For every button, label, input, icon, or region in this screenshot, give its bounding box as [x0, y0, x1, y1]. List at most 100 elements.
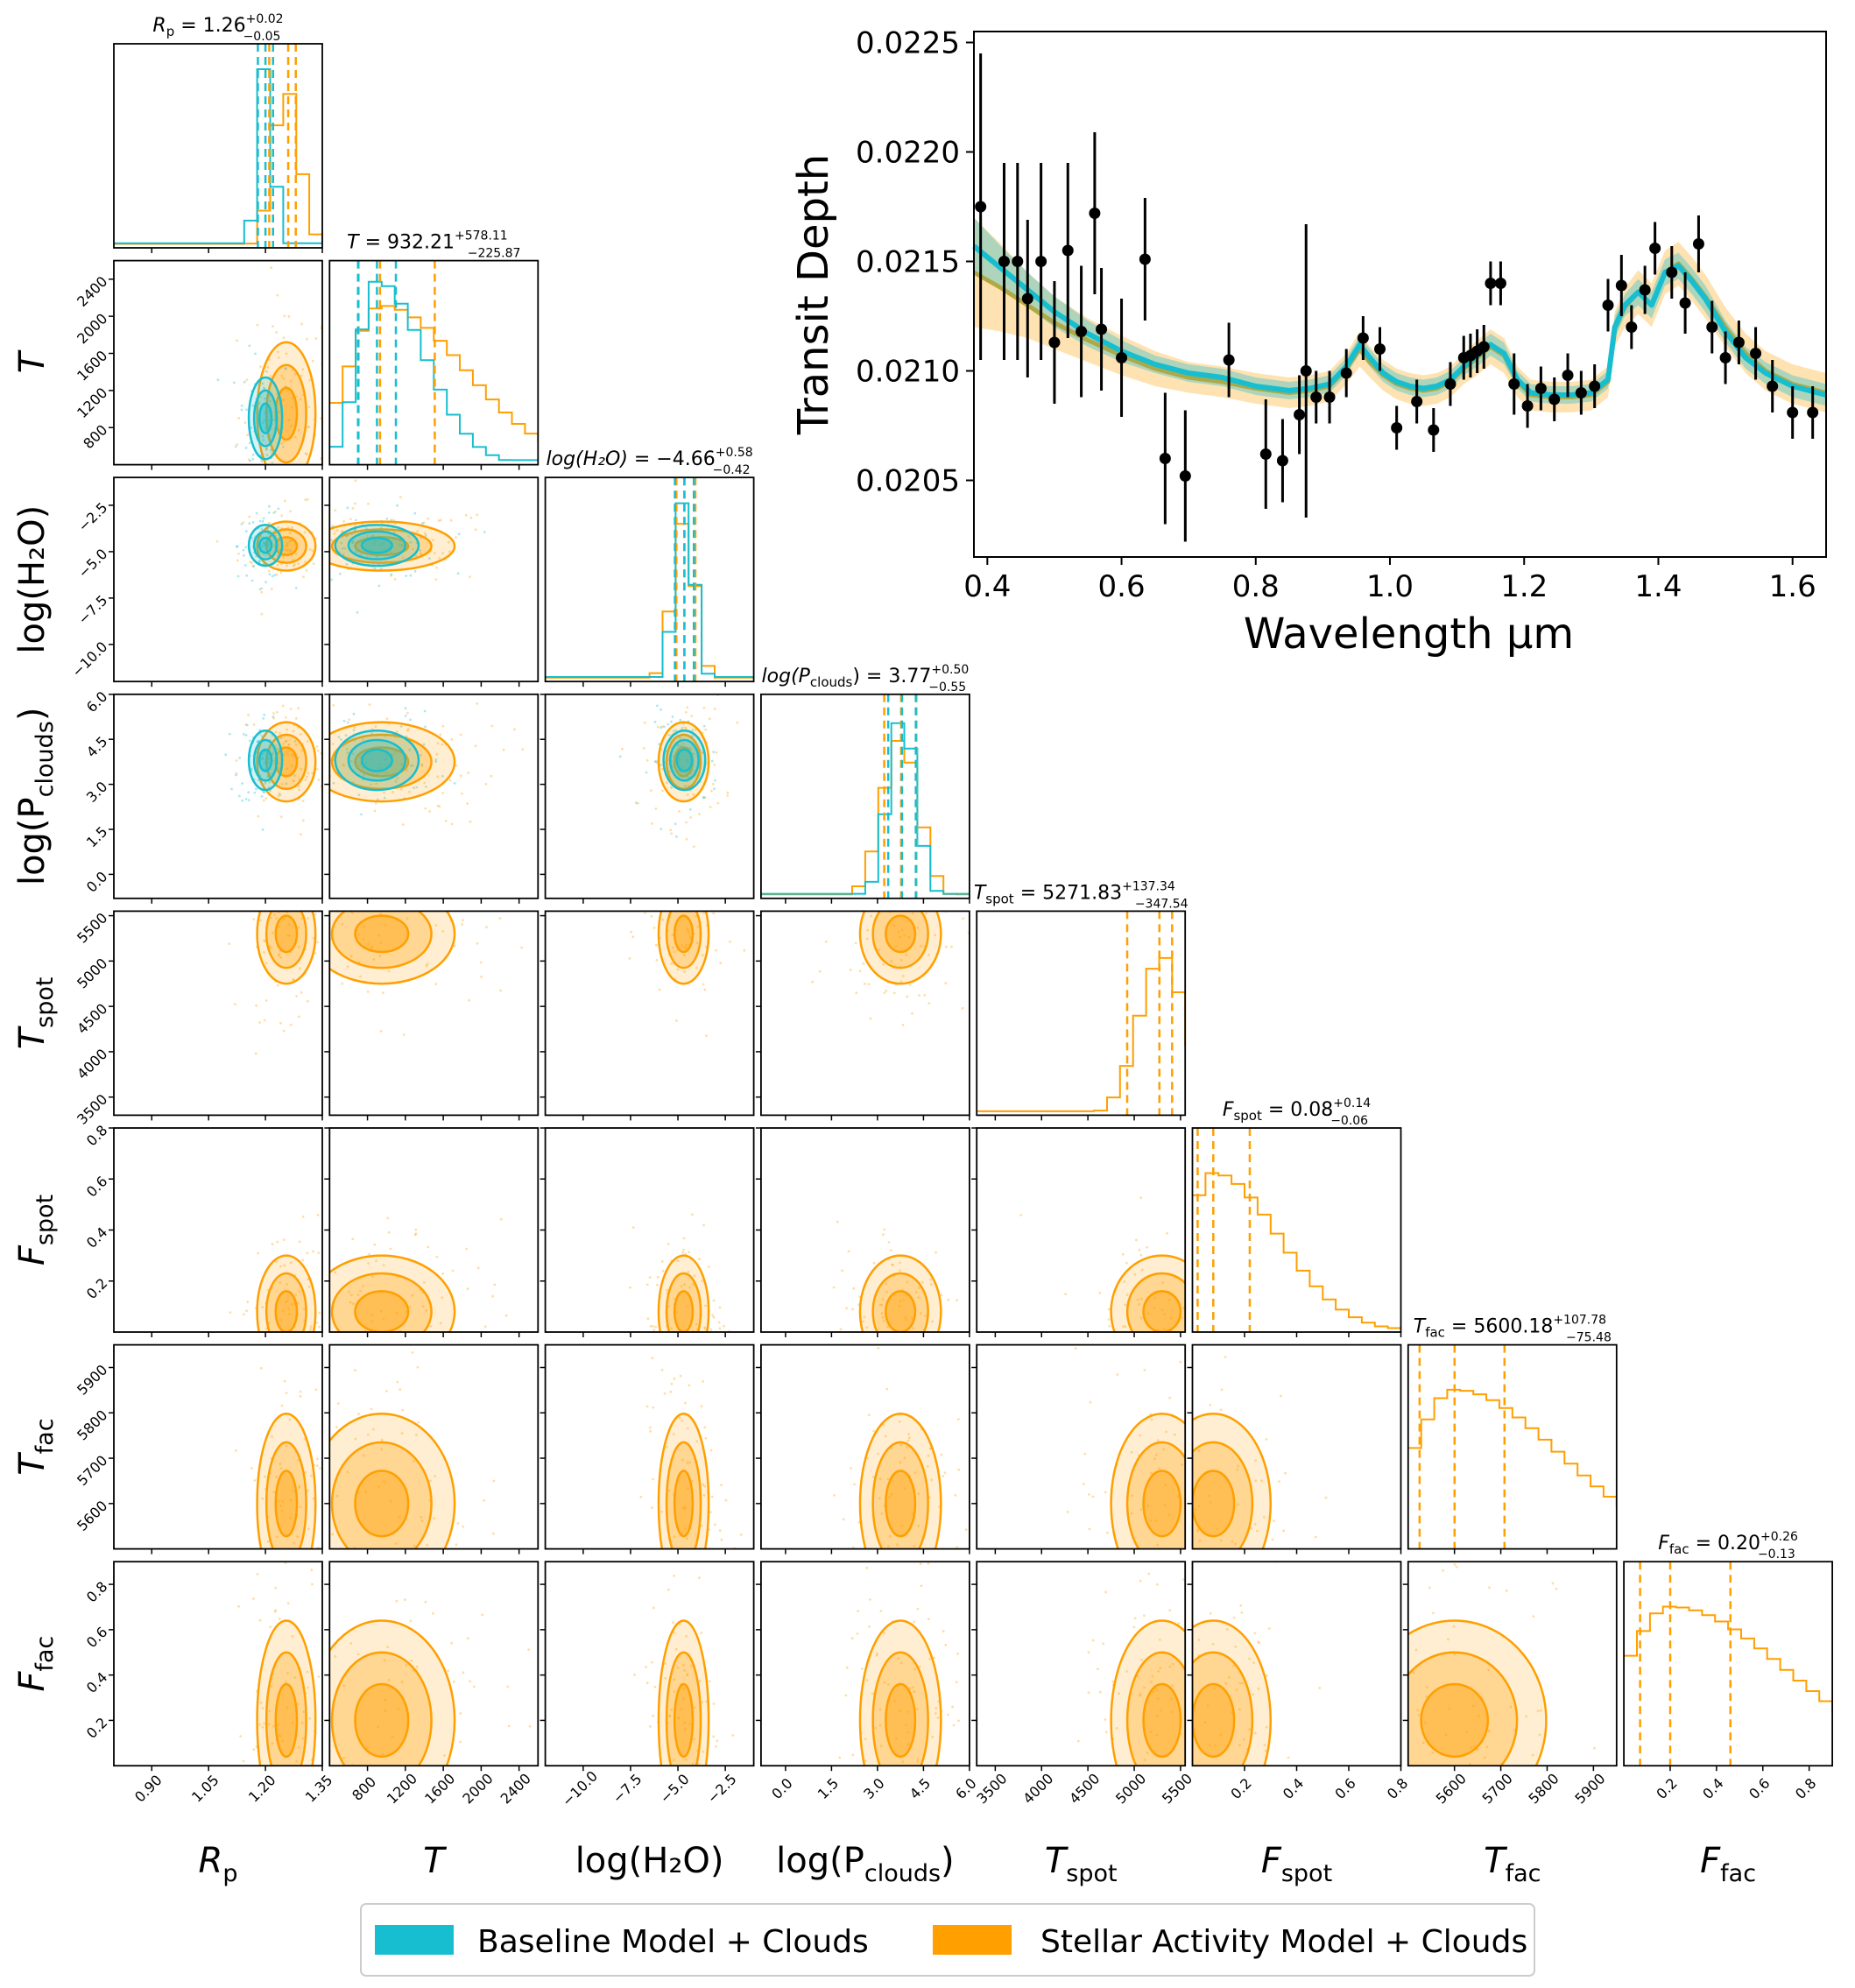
- panel-T-Pc: [324, 693, 540, 904]
- sample-activity: [709, 1357, 711, 1359]
- sample-activity: [237, 553, 240, 555]
- y-tick-label: 5000: [74, 955, 110, 991]
- sample-activity: [300, 322, 304, 326]
- sample-activity: [244, 723, 248, 726]
- sample-activity: [235, 759, 238, 762]
- sample-activity: [839, 1328, 843, 1331]
- sample-baseline: [693, 752, 695, 756]
- sample-activity: [880, 1312, 884, 1315]
- sample-baseline: [376, 798, 379, 801]
- panel-content: [1076, 1572, 1186, 1825]
- sample-activity: [862, 962, 865, 965]
- sample-activity: [490, 724, 494, 728]
- sample-activity: [284, 1301, 287, 1304]
- sample-activity: [731, 1734, 735, 1737]
- x-tick-label: 1.05: [188, 1772, 222, 1806]
- sample-activity: [913, 1471, 917, 1474]
- sample-activity: [423, 886, 426, 889]
- panel-Fspot-Fspot: [1191, 1127, 1402, 1337]
- sample-activity: [271, 1742, 274, 1745]
- sample-activity: [895, 1737, 898, 1740]
- sample-activity: [275, 1475, 278, 1478]
- sample-activity: [1140, 1340, 1143, 1343]
- sample-activity: [645, 1339, 647, 1342]
- sample-activity: [342, 520, 346, 523]
- sample-activity: [1536, 1710, 1540, 1713]
- sample-activity: [879, 1810, 882, 1813]
- sample-activity: [847, 1250, 850, 1253]
- sample-activity: [1250, 1526, 1252, 1530]
- sample-activity: [1118, 1409, 1121, 1412]
- sample-activity: [1160, 1391, 1162, 1393]
- sample-activity: [283, 1597, 286, 1599]
- sample-activity: [452, 1842, 455, 1844]
- sample-activity: [350, 541, 354, 544]
- sample-activity: [255, 1004, 257, 1007]
- sample-baseline: [234, 445, 237, 448]
- sample-activity: [1470, 1746, 1473, 1749]
- sample-activity: [436, 775, 440, 779]
- panel-content: [629, 1213, 731, 1359]
- sample-activity: [302, 1338, 305, 1341]
- sample-activity: [284, 1771, 286, 1773]
- sample-activity: [317, 973, 320, 976]
- sample-activity: [652, 927, 656, 929]
- sample-activity: [283, 1264, 286, 1267]
- sample-activity: [890, 960, 893, 963]
- sample-activity: [1104, 1718, 1107, 1721]
- sample-activity: [689, 816, 693, 819]
- sample-baseline: [248, 344, 251, 348]
- sample-baseline: [346, 506, 349, 510]
- sample-activity: [1291, 1623, 1294, 1625]
- sample-activity: [353, 1369, 356, 1371]
- corner-y-label: log(Pclouds): [12, 708, 59, 886]
- sample-activity: [878, 948, 881, 952]
- sample-activity: [928, 872, 930, 875]
- sample-activity: [316, 749, 320, 752]
- histogram-activity: [114, 93, 322, 245]
- sample-activity: [929, 1278, 932, 1281]
- sample-activity: [369, 544, 371, 547]
- sample-activity: [448, 779, 452, 782]
- sample-activity: [685, 1537, 688, 1540]
- sample-activity: [1180, 1573, 1182, 1576]
- sample-activity: [374, 542, 377, 546]
- sample-activity: [649, 789, 652, 792]
- sample-activity: [1506, 1838, 1508, 1841]
- sample-activity: [869, 1598, 871, 1601]
- sample-activity: [676, 1259, 680, 1263]
- sample-activity: [925, 912, 928, 915]
- sample-activity: [403, 1598, 406, 1601]
- sample-activity: [377, 1725, 380, 1729]
- sample-activity: [264, 999, 268, 1002]
- data-point: [1012, 256, 1024, 267]
- sample-activity: [323, 1579, 326, 1582]
- sample-baseline: [409, 718, 412, 722]
- sample-activity: [1203, 1574, 1206, 1576]
- sample-activity: [420, 552, 422, 555]
- sample-activity: [378, 955, 382, 958]
- sample-baseline: [248, 441, 251, 445]
- sample-activity: [700, 1524, 703, 1527]
- panel-Pc-Tspot: [755, 872, 970, 1121]
- sample-activity: [709, 1449, 713, 1452]
- sample-activity: [897, 1657, 900, 1660]
- sample-activity: [297, 1598, 300, 1601]
- panel-content: [1019, 1196, 1192, 1412]
- sample-activity: [342, 763, 345, 766]
- sample-activity: [1318, 1687, 1322, 1689]
- sample-activity: [650, 1660, 653, 1664]
- x-tick-label: 1.20: [245, 1772, 279, 1806]
- sample-activity: [1189, 1300, 1192, 1302]
- sample-baseline: [670, 720, 673, 723]
- sample-activity: [315, 745, 319, 748]
- sample-activity: [701, 1701, 704, 1704]
- sample-activity: [863, 1315, 866, 1319]
- contour-activity: [354, 1682, 410, 1759]
- sample-activity: [1179, 1822, 1181, 1825]
- sample-activity: [426, 1543, 428, 1547]
- sample-activity: [811, 980, 815, 983]
- sample-activity: [690, 772, 693, 775]
- sample-activity: [289, 1498, 293, 1502]
- sample-activity: [849, 1802, 851, 1805]
